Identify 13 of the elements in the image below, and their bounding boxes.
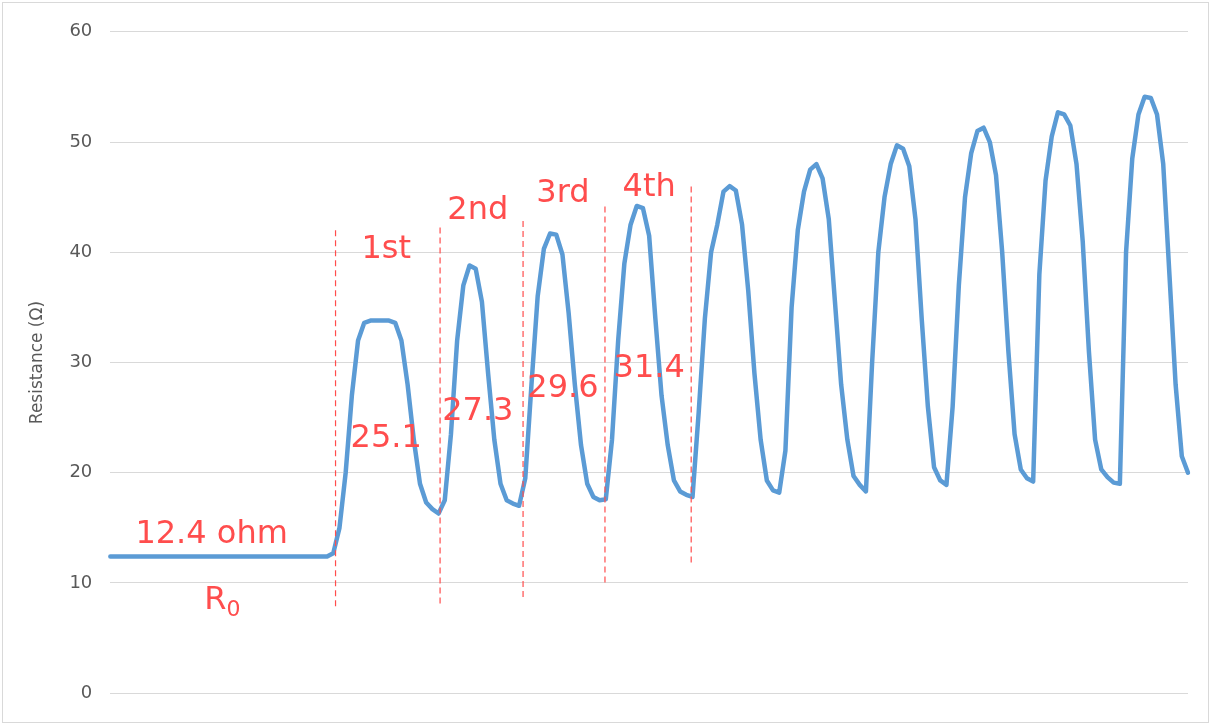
y-tick-label: 30 (69, 350, 93, 372)
y-tick-label: 50 (69, 129, 93, 151)
annotation: 3rd (536, 172, 590, 211)
y-tick-label: 0 (80, 680, 93, 702)
annotation: 12.4 ohm (135, 512, 288, 551)
y-tick-label: 20 (69, 460, 93, 482)
annotation: 4th (622, 165, 676, 204)
annotation: 2nd (447, 188, 509, 227)
y-tick-label: 60 (69, 19, 93, 41)
annotation: 1st (361, 228, 411, 267)
y-tick-label: 10 (69, 570, 93, 592)
y-axis-title: Resistance (Ω) (25, 300, 46, 425)
y-tick-label: 40 (69, 239, 93, 261)
